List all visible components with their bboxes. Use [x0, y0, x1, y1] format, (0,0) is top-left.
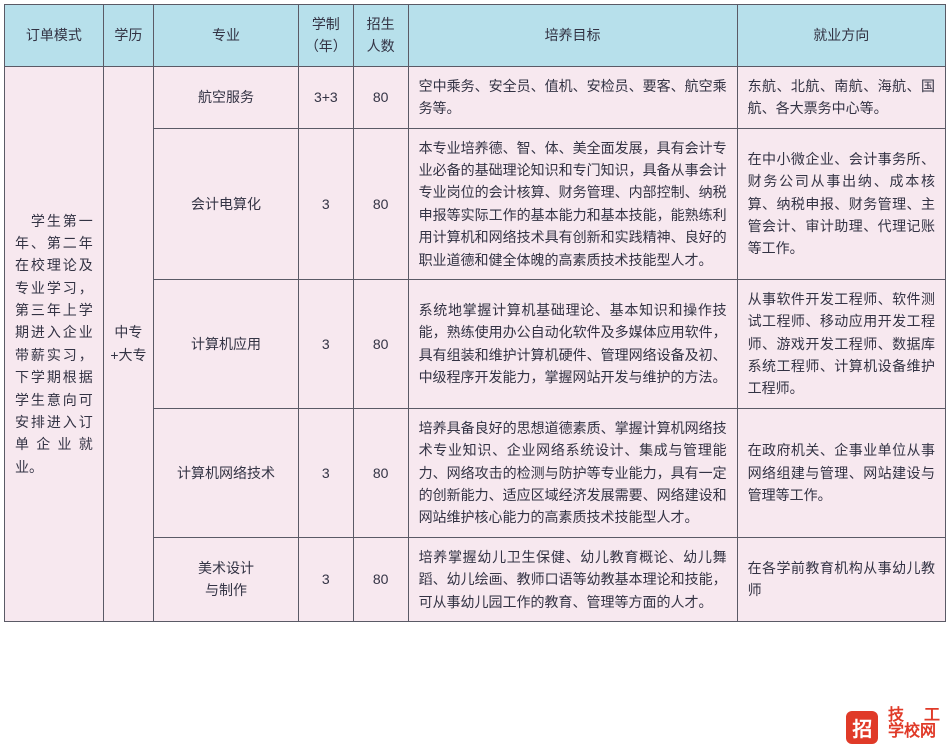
watermark-badge: 招 — [846, 711, 878, 744]
watermark-logo: 招 技 工 学校网 — [846, 708, 942, 744]
years-cell: 3 — [298, 537, 353, 621]
th-major: 专业 — [154, 5, 299, 67]
th-mode: 订单模式 — [5, 5, 104, 67]
years-cell: 3 — [298, 408, 353, 537]
th-career: 就业方向 — [737, 5, 945, 67]
enrollment-table: 订单模式 学历 专业 学制 （年） 招生 人数 培养目标 就业方向 学生第一年、… — [4, 4, 946, 622]
major-cell: 美术设计 与制作 — [154, 537, 299, 621]
years-cell: 3+3 — [298, 66, 353, 128]
table-row: 学生第一年、第二年在校理论及专业学习，第三年上学期进入企业带薪实习，下学期根据学… — [5, 66, 946, 128]
years-cell: 3 — [298, 128, 353, 279]
th-goal: 培养目标 — [408, 5, 737, 67]
watermark-line1: 技 工 — [888, 708, 942, 724]
major-cell: 航空服务 — [154, 66, 299, 128]
goal-cell: 系统地掌握计算机基础理论、基本知识和操作技能，熟练使用办公自动化软件及多媒体应用… — [408, 279, 737, 408]
header-row: 订单模式 学历 专业 学制 （年） 招生 人数 培养目标 就业方向 — [5, 5, 946, 67]
mode-cell: 学生第一年、第二年在校理论及专业学习，第三年上学期进入企业带薪实习，下学期根据学… — [5, 66, 104, 621]
num-cell: 80 — [353, 537, 408, 621]
major-cell: 会计电算化 — [154, 128, 299, 279]
num-cell: 80 — [353, 408, 408, 537]
career-cell: 在政府机关、企事业单位从事网络组建与管理、网站建设与管理等工作。 — [737, 408, 945, 537]
goal-cell: 培养掌握幼儿卫生保健、幼儿教育概论、幼儿舞蹈、幼儿绘画、教师口语等幼教基本理论和… — [408, 537, 737, 621]
career-cell: 从事软件开发工程师、软件测试工程师、移动应用开发工程师、游戏开发工程师、数据库系… — [737, 279, 945, 408]
major-cell: 计算机网络技术 — [154, 408, 299, 537]
num-cell: 80 — [353, 279, 408, 408]
num-cell: 80 — [353, 66, 408, 128]
watermark-line2: 学校网 — [888, 724, 942, 740]
th-num: 招生 人数 — [353, 5, 408, 67]
table-body: 学生第一年、第二年在校理论及专业学习，第三年上学期进入企业带薪实习，下学期根据学… — [5, 66, 946, 621]
career-cell: 在各学前教育机构从事幼儿教师 — [737, 537, 945, 621]
career-cell: 在中小微企业、会计事务所、财务公司从事出纳、成本核算、纳税申报、财务管理、主管会… — [737, 128, 945, 279]
major-cell: 计算机应用 — [154, 279, 299, 408]
goal-cell: 空中乘务、安全员、值机、安检员、要客、航空乘务等。 — [408, 66, 737, 128]
watermark-text: 技 工 学校网 — [888, 708, 942, 740]
edu-cell: 中专+大专 — [103, 66, 153, 621]
goal-cell: 本专业培养德、智、体、美全面发展，具有会计专业必备的基础理论知识和专门知识，具备… — [408, 128, 737, 279]
goal-cell: 培养具备良好的思想道德素质、掌握计算机网络技术专业知识、企业网络系统设计、集成与… — [408, 408, 737, 537]
th-edu: 学历 — [103, 5, 153, 67]
career-cell: 东航、北航、南航、海航、国航、各大票务中心等。 — [737, 66, 945, 128]
years-cell: 3 — [298, 279, 353, 408]
th-years: 学制 （年） — [298, 5, 353, 67]
num-cell: 80 — [353, 128, 408, 279]
